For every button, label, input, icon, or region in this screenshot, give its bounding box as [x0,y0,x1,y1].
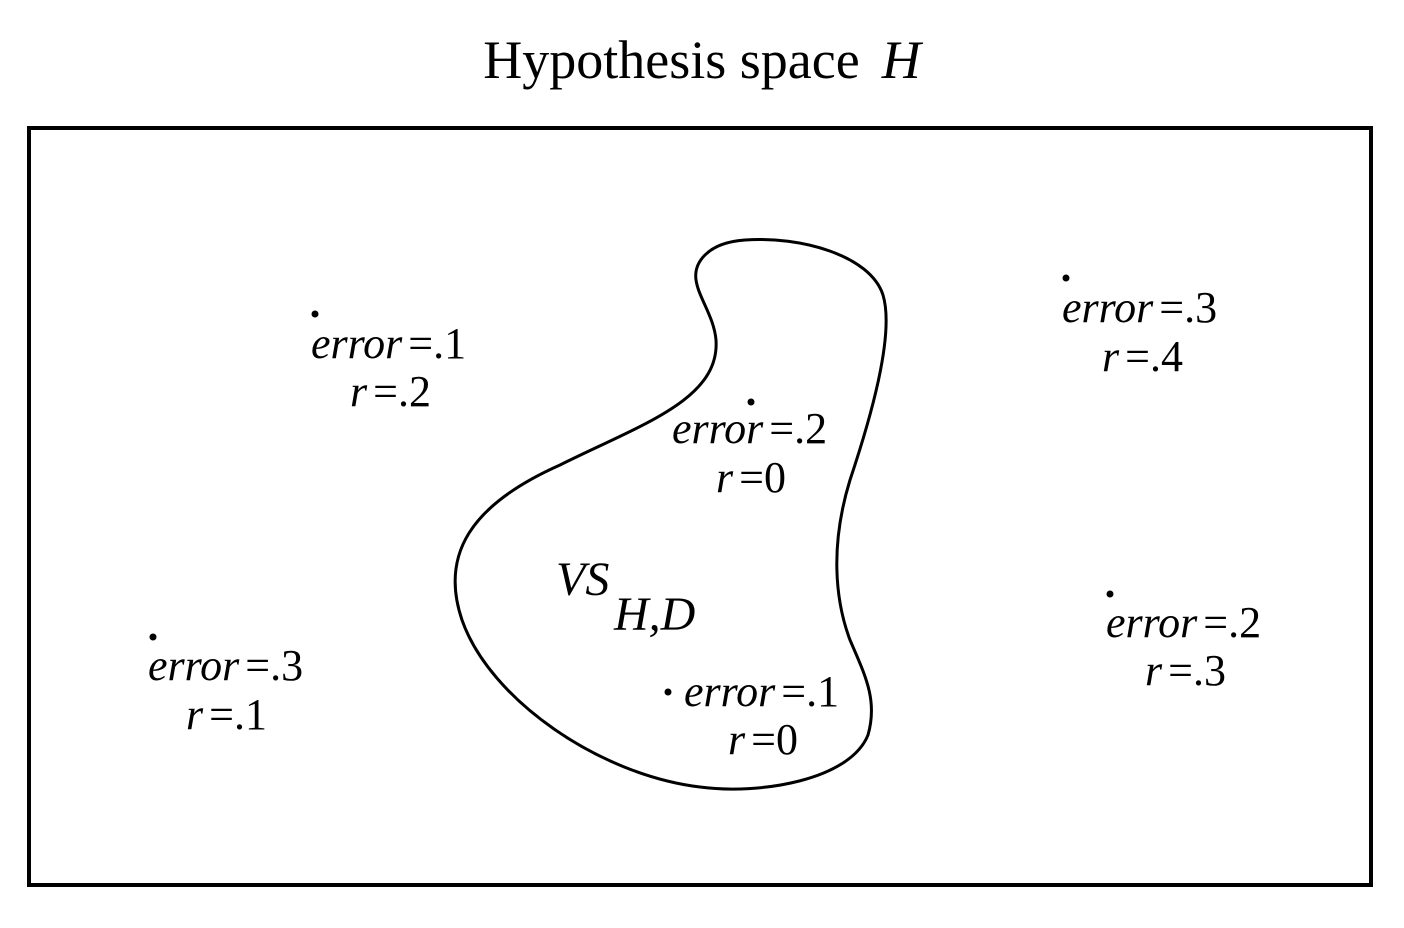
r-label: r [1145,646,1163,695]
r-value: =0 [751,715,798,764]
hypothesis-r-line: r =.3 [1145,646,1226,695]
error-value: =.2 [769,404,827,453]
hypothesis-error-line: error =.1 [684,667,839,716]
error-label: error [684,667,776,716]
title-text: Hypothesis space [483,30,860,90]
r-label: r [716,453,734,502]
hypothesis-dot [1062,274,1070,282]
hypothesis-point: error =.2 r =0 [672,398,827,502]
r-value: =0 [739,453,786,502]
r-label: r [728,715,746,764]
error-value: =.3 [1159,283,1217,332]
r-value: =.2 [373,367,431,416]
error-value: =.1 [408,319,466,368]
error-value: =.3 [245,641,303,690]
error-label: error [1106,598,1198,647]
hypothesis-point: error =.2 r =.3 [1106,590,1261,695]
r-value: =.4 [1125,332,1183,381]
hypothesis-r-line: r =.4 [1102,332,1183,381]
r-label: r [186,690,204,739]
error-value: =.2 [1203,598,1261,647]
hypothesis-dot [664,688,672,696]
hypothesis-error-line: error =.2 [672,404,827,453]
title-variable: H [881,30,921,90]
hypothesis-point: error =.1 r =.2 [311,310,466,416]
hypothesis-error-line: error =.3 [148,641,303,690]
error-value: =.1 [781,667,839,716]
r-value: =.1 [209,690,267,739]
error-label: error [672,404,764,453]
hypothesis-dot [149,633,157,641]
r-label: r [350,367,368,416]
hypothesis-error-line: error =.3 [1062,283,1217,332]
version-space-label: VS [556,553,609,606]
hypothesis-r-line: r =.2 [350,367,431,416]
r-value: =.3 [1168,646,1226,695]
error-label: error [148,641,240,690]
hypothesis-r-line: r =0 [728,715,798,764]
error-label: error [311,319,403,368]
hypothesis-point: error =.1 r =0 [664,667,839,764]
hypothesis-dot [311,310,319,318]
error-label: error [1062,283,1154,332]
version-space-subscript: H,D [613,588,695,641]
version-space-region [453,237,888,791]
hypothesis-space-box [27,126,1373,887]
hypothesis-error-line: error =.1 [311,319,466,368]
diagram-title: Hypothesis space H [0,28,1404,92]
hypothesis-r-line: r =0 [716,453,786,502]
hypothesis-dot [747,398,755,406]
hypothesis-point: error =.3 r =.4 [1062,274,1217,381]
hypothesis-r-line: r =.1 [186,690,267,739]
hypothesis-point: error =.3 r =.1 [148,633,303,739]
hypothesis-error-line: error =.2 [1106,598,1261,647]
hypothesis-dot [1106,590,1114,598]
r-label: r [1102,332,1120,381]
